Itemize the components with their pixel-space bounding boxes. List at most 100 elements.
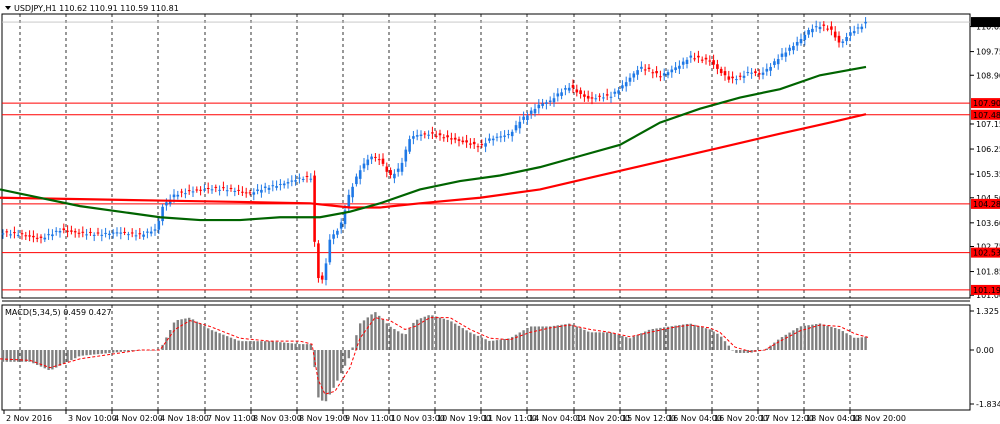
candle-body	[598, 95, 601, 97]
macd-histogram-bar	[590, 332, 594, 351]
price-tick-label: 108.90	[976, 71, 1000, 80]
macd-histogram-bar	[229, 337, 233, 351]
macd-histogram-bar	[176, 320, 179, 351]
macd-histogram-bar	[841, 331, 844, 351]
candle-body	[172, 194, 176, 198]
time-tick-label: 8 Nov 03:00	[253, 414, 302, 423]
candle-body	[263, 186, 267, 188]
candle-body	[115, 232, 119, 234]
level-price-badge	[971, 284, 1000, 295]
candle-body	[503, 135, 506, 137]
level-price-label: 107.90	[973, 99, 1000, 108]
candle-body	[583, 94, 586, 97]
price-tick-label: 109.75	[976, 48, 1000, 57]
macd-histogram-bar	[9, 350, 12, 362]
macd-histogram-bar	[112, 350, 115, 353]
macd-histogram-bar	[153, 350, 157, 351]
macd-histogram-bar	[123, 350, 126, 352]
macd-histogram-bar	[36, 350, 39, 365]
macd-histogram-bar	[541, 326, 544, 351]
macd-histogram-bar	[13, 350, 16, 362]
triangle-down-icon[interactable]	[5, 6, 11, 10]
candle-body	[16, 234, 20, 236]
candle-body	[476, 146, 480, 148]
candle-body	[754, 71, 757, 74]
candle-body	[355, 176, 358, 185]
macd-histogram-bar	[237, 340, 240, 351]
candle-body	[51, 234, 54, 237]
macd-histogram-bar	[693, 324, 696, 351]
macd-histogram-bar	[32, 350, 35, 364]
candle-body	[20, 233, 24, 235]
macd-histogram-bar	[575, 326, 578, 351]
macd-histogram-bar	[24, 350, 27, 362]
macd-histogram-bar	[826, 325, 829, 351]
macd-histogram-bar	[518, 332, 521, 351]
candle-body	[567, 87, 571, 91]
macd-histogram-bar	[530, 326, 533, 351]
candle-body	[9, 234, 12, 236]
macd-histogram-bar	[374, 312, 377, 351]
macd-histogram-bar	[336, 350, 339, 381]
candle-body	[579, 90, 582, 95]
macd-histogram-bar	[412, 322, 415, 351]
macd-histogram-bar	[96, 350, 100, 355]
candle-body	[849, 32, 852, 36]
macd-histogram-bar	[602, 332, 605, 351]
macd-panel-frame	[1, 304, 971, 411]
macd-histogram-bar	[674, 325, 677, 351]
candle-body	[837, 35, 841, 43]
candle-body	[377, 159, 381, 161]
macd-histogram-bar	[632, 336, 635, 351]
macd-histogram-bar	[587, 331, 590, 351]
candle-body	[700, 59, 704, 61]
candle-body	[833, 31, 837, 38]
candle-body	[339, 222, 343, 229]
candle-body	[541, 103, 544, 106]
macd-histogram-bar	[834, 327, 837, 351]
candle-body	[556, 93, 560, 97]
macd-histogram-bar	[469, 332, 472, 351]
candle-body	[586, 95, 590, 99]
candle-body	[617, 90, 620, 94]
macd-histogram-bar	[108, 350, 111, 354]
macd-histogram-bar	[28, 350, 31, 362]
macd-histogram-bar	[267, 341, 271, 351]
macd-histogram-bar	[256, 341, 259, 351]
candle-body	[187, 190, 191, 192]
candle-body	[419, 134, 423, 136]
macd-histogram-bar	[427, 315, 430, 351]
macd-histogram-bar	[283, 342, 286, 351]
macd-histogram-bar	[169, 329, 172, 351]
macd-histogram-bar	[533, 326, 537, 351]
candle-body	[343, 210, 347, 225]
candle-body	[218, 189, 221, 191]
candle-body	[662, 73, 666, 76]
macd-histogram-bar	[621, 335, 624, 351]
candle-body	[480, 144, 484, 146]
macd-histogram-bar	[286, 342, 290, 351]
macd-histogram-bar	[864, 336, 867, 351]
candle-body	[773, 61, 776, 66]
candle-body	[252, 192, 256, 195]
macd-histogram-bar	[416, 319, 419, 351]
candle-body	[415, 135, 419, 137]
time-tick-label: 14 Nov 20:00	[576, 414, 630, 423]
macd-histogram-bar	[556, 325, 559, 351]
candle-body	[431, 132, 434, 134]
candle-body	[5, 231, 9, 233]
candle-body	[465, 140, 468, 143]
time-tick-label: 16 Nov 04:00	[668, 414, 722, 423]
candle-body	[761, 72, 765, 75]
macd-histogram-bar	[438, 317, 442, 351]
candle-body	[191, 191, 195, 193]
candle-body	[320, 275, 324, 280]
candle-body	[822, 24, 826, 26]
candle-body	[362, 163, 366, 169]
macd-histogram-bar	[473, 334, 476, 351]
candle-body	[491, 138, 495, 141]
main-panel-frame	[1, 13, 971, 299]
candle-body	[723, 71, 727, 76]
macd-histogram-bar	[773, 342, 776, 351]
